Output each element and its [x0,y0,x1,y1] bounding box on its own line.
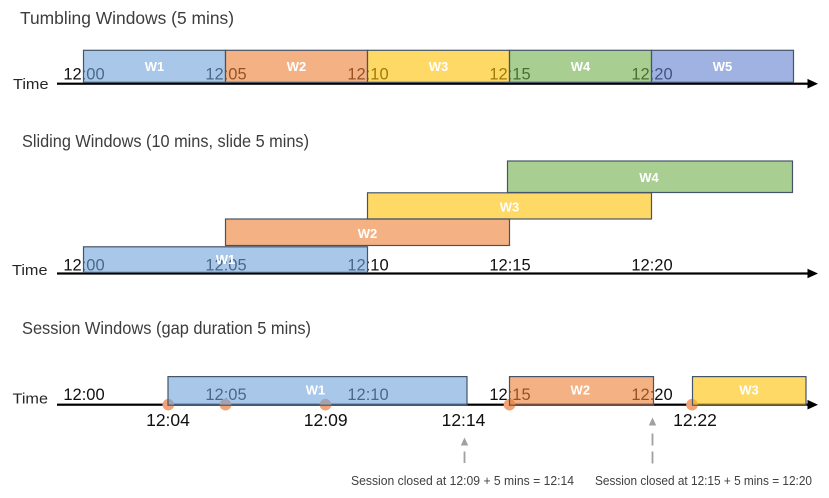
svg-text:W3: W3 [739,383,759,398]
svg-text:W2: W2 [358,226,378,241]
svg-text:12:14: 12:14 [442,410,486,430]
svg-text:W4: W4 [639,170,659,185]
svg-text:W1: W1 [145,59,165,74]
svg-text:W2: W2 [571,383,591,398]
svg-text:W1: W1 [306,383,326,398]
svg-text:12:00: 12:00 [63,386,104,404]
svg-text:W2: W2 [287,59,307,74]
svg-text:12:22: 12:22 [673,410,717,430]
svg-text:Session Windows (gap duration: Session Windows (gap duration 5 mins) [22,318,311,338]
svg-text:Time: Time [13,76,49,93]
svg-text:Time: Time [12,262,48,279]
svg-text:12:15: 12:15 [489,257,530,275]
svg-text:Session closed at 12:09 + 5 mi: Session closed at 12:09 + 5 mins = 12:14 [351,473,574,488]
svg-text:Time: Time [13,391,49,408]
svg-text:12:20: 12:20 [631,257,672,275]
svg-text:Sliding Windows (10 mins, slid: Sliding Windows (10 mins, slide 5 mins) [22,131,309,151]
svg-text:12:04: 12:04 [146,410,190,430]
svg-text:W3: W3 [500,200,520,215]
svg-text:W1: W1 [216,252,236,267]
svg-text:W5: W5 [713,59,733,74]
svg-text:12:09: 12:09 [304,410,348,430]
svg-text:W4: W4 [571,59,591,74]
svg-text:W3: W3 [429,59,449,74]
svg-text:Tumbling Windows (5 mins): Tumbling Windows (5 mins) [20,8,234,28]
svg-text:Session closed at 12:15 + 5 mi: Session closed at 12:15 + 5 mins = 12:20 [595,473,812,488]
